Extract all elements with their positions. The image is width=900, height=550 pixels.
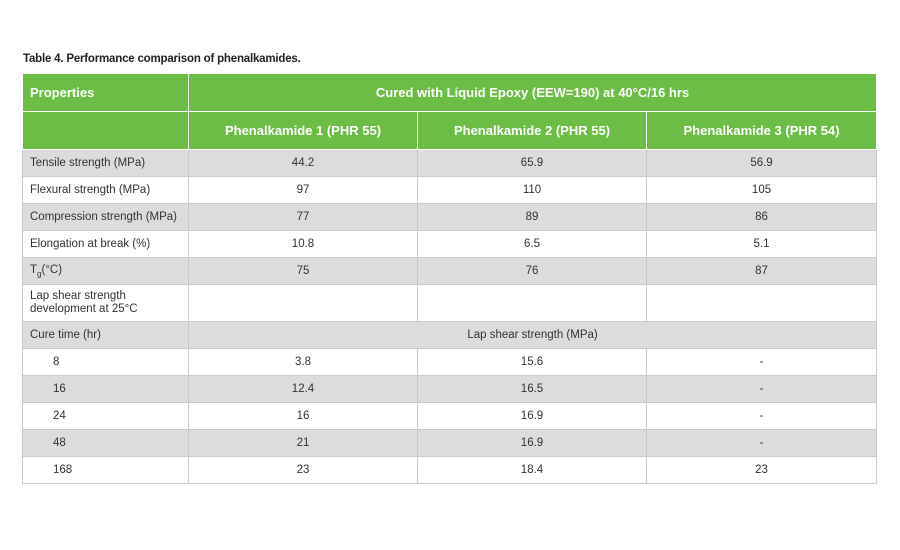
row-label: 24 [22,402,189,430]
cell: 6.5 [417,230,647,258]
cell: 15.6 [417,348,647,376]
cell: 23 [188,456,418,484]
cell: 16 [188,402,418,430]
table-row: Lap shear strength development at 25°C [22,284,878,322]
table-row: Tensile strength (MPa) 44.2 65.9 56.9 [22,149,878,177]
row-label: 48 [22,429,189,457]
cell: 105 [645,176,878,204]
header-row: Phenalkamide 1 (PHR 55) Phenalkamide 2 (P… [22,111,878,150]
cell: 65.9 [417,149,647,177]
cell: - [645,429,878,457]
cell: 44.2 [188,149,418,177]
table-row: Elongation at break (%) 10.8 6.5 5.1 [22,230,878,258]
table-row: Tg(°C) 75 76 87 [22,257,878,285]
row-label: 16 [22,375,189,403]
cell: 77 [188,203,418,231]
row-label: Elongation at break (%) [22,230,189,258]
row-label: Tensile strength (MPa) [22,149,189,177]
cell: 110 [417,176,647,204]
column-header: Phenalkamide 1 (PHR 55) [188,111,418,150]
cell: 16.5 [417,375,647,403]
row-label: 168 [22,456,189,484]
cell: 16.9 [417,429,647,457]
empty-cell [188,284,418,322]
cell: - [645,375,878,403]
cell: 89 [417,203,647,231]
table-row: Cure time (hr) Lap shear strength (MPa) [22,321,878,349]
row-label: Flexural strength (MPa) [22,176,189,204]
cell: 23 [645,456,878,484]
table: Properties Cured with Liquid Epoxy (EEW=1… [22,74,878,484]
table-row: 48 21 16.9- [22,429,878,457]
empty-cell [645,284,878,322]
cell: 5.1 [645,230,878,258]
cell: 16.9 [417,402,647,430]
cell: 3.8 [188,348,418,376]
empty-cell [417,284,647,322]
cell: 56.9 [645,149,878,177]
header-cell [22,111,189,150]
row-label: Compression strength (MPa) [22,203,189,231]
cell: 21 [188,429,418,457]
table-row: 16 12.4 16.5- [22,375,878,403]
cell: 18.4 [417,456,647,484]
table-row: 24 16 16.9- [22,402,878,430]
header-cell: Cured with Liquid Epoxy (EEW=190) at 40°… [187,74,878,112]
cell: 75 [188,257,418,285]
table-body: Properties Cured with Liquid Epoxy (EEW=1… [22,74,878,484]
label-text: (°C) [41,263,63,276]
cell: 10.8 [188,230,418,258]
header-row: Properties Cured with Liquid Epoxy (EEW=1… [22,74,878,112]
cell: - [645,402,878,430]
table-row: Flexural strength (MPa) 97 110 105 [22,176,878,204]
table-row: 168 23 18.4 23 [22,456,878,484]
cell: - [645,348,878,376]
column-header: Phenalkamide 3 (PHR 54) [645,111,878,150]
row-label: Tg(°C) [22,257,189,285]
cell: 12.4 [188,375,418,403]
label-text: T [30,263,38,276]
table-row: 8 3.8 15.6- [22,348,878,376]
section-label: Lap shear strength development at 25°C [22,284,189,322]
table-title: Table 4. Performance comparison of phena… [23,53,301,65]
cell: 86 [645,203,878,231]
cell: 87 [645,257,878,285]
column-header: Phenalkamide 2 (PHR 55) [417,111,647,150]
cell: 97 [188,176,418,204]
table-row: Compression strength (MPa) 77 89 86 [22,203,878,231]
row-label: Cure time (hr) [22,321,189,349]
cell: 76 [417,257,647,285]
label-subscript: g [37,269,42,279]
row-label: 8 [22,348,189,376]
header-cell: Properties [22,74,189,112]
span-header: Lap shear strength (MPa) [187,321,878,349]
